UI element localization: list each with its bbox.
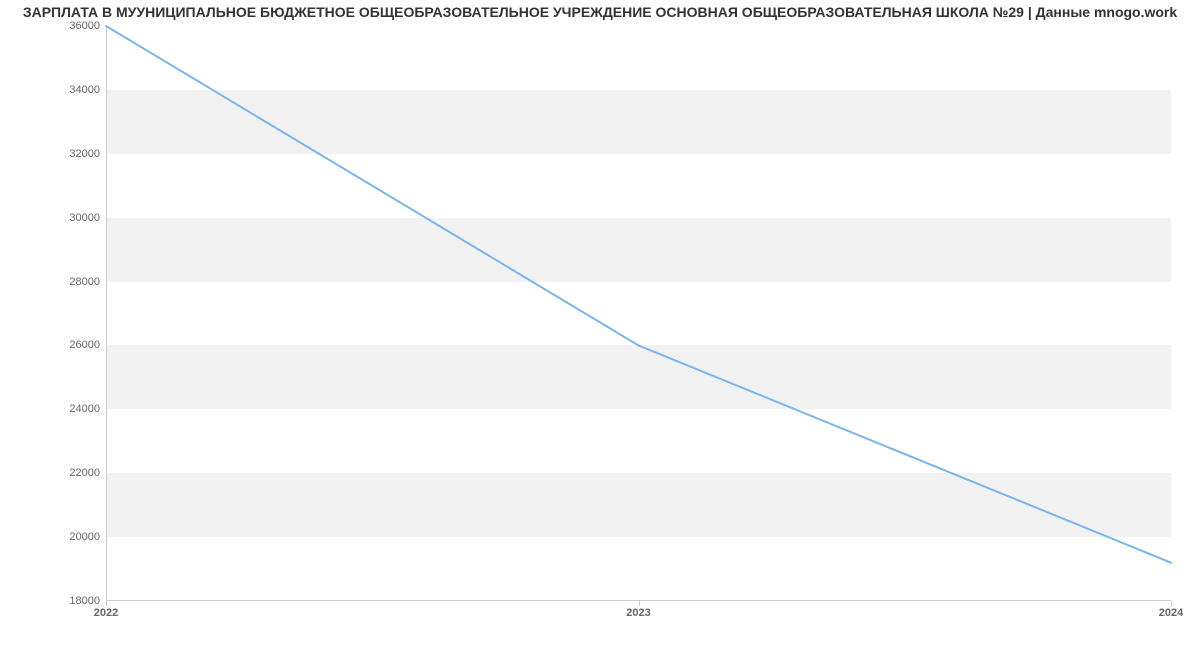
x-tick-mark (1171, 601, 1172, 606)
y-tick-label: 22000 (69, 467, 100, 479)
series-line-salary (106, 26, 1171, 563)
plot-area: 1800020000220002400026000280003000032000… (106, 26, 1171, 601)
chart-title: ЗАРПЛАТА В МУУНИЦИПАЛЬНОЕ БЮДЖЕТНОЕ ОБЩЕ… (0, 4, 1200, 20)
x-tick-label: 2024 (1159, 607, 1183, 619)
y-tick-label: 24000 (69, 403, 100, 415)
y-tick-label: 20000 (69, 531, 100, 543)
y-tick-label: 28000 (69, 276, 100, 288)
y-tick-label: 30000 (69, 212, 100, 224)
y-tick-label: 36000 (69, 20, 100, 32)
y-tick-label: 32000 (69, 148, 100, 160)
x-tick-mark (639, 601, 640, 606)
x-tick-label: 2022 (94, 607, 118, 619)
y-tick-label: 26000 (69, 339, 100, 351)
line-layer (106, 26, 1171, 601)
salary-chart: ЗАРПЛАТА В МУУНИЦИПАЛЬНОЕ БЮДЖЕТНОЕ ОБЩЕ… (0, 0, 1200, 650)
x-tick-label: 2023 (626, 607, 650, 619)
y-tick-label: 34000 (69, 84, 100, 96)
y-tick-label: 18000 (69, 595, 100, 607)
x-tick-mark (106, 601, 107, 606)
